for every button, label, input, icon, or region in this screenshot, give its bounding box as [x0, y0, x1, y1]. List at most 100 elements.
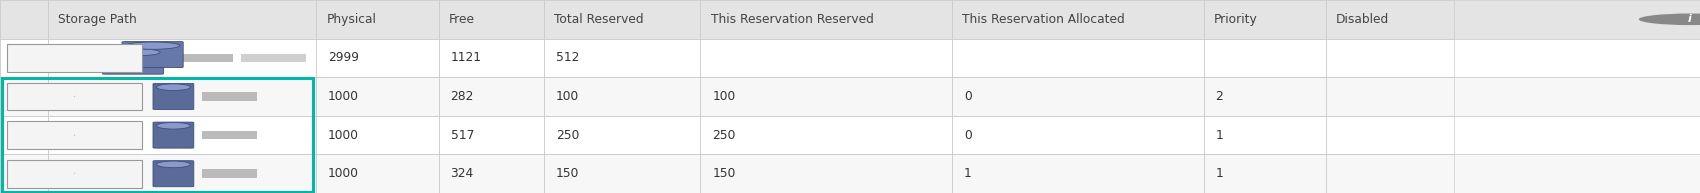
Text: 2: 2: [1216, 90, 1224, 103]
Text: L: L: [122, 168, 128, 177]
Bar: [1204, 154, 1326, 193]
Bar: [0, 77, 48, 116]
Bar: [544, 39, 700, 77]
Bar: [1326, 77, 1454, 116]
Bar: [1326, 39, 1454, 77]
Text: 100: 100: [712, 90, 736, 103]
Text: Physical: Physical: [326, 13, 376, 26]
FancyBboxPatch shape: [153, 83, 194, 110]
Bar: [178, 53, 233, 62]
Bar: [316, 77, 439, 116]
Bar: [241, 53, 306, 62]
Bar: [700, 154, 952, 193]
Bar: [700, 0, 952, 39]
Bar: [544, 154, 700, 193]
Text: Disabled: Disabled: [1336, 13, 1389, 26]
Text: 150: 150: [556, 167, 580, 180]
Text: i: i: [1688, 14, 1692, 24]
Text: ✏: ✏: [20, 130, 29, 140]
Bar: [1204, 39, 1326, 77]
FancyBboxPatch shape: [7, 44, 143, 72]
Text: 0: 0: [964, 90, 972, 103]
Bar: [0, 116, 1700, 154]
Text: 150: 150: [712, 167, 736, 180]
Text: 0: 0: [964, 129, 972, 142]
Bar: [48, 77, 316, 116]
Text: Total Reserved: Total Reserved: [554, 13, 644, 26]
Text: ✏: ✏: [20, 169, 29, 179]
Bar: [316, 39, 439, 77]
Bar: [0, 0, 48, 39]
Text: ✏: ✏: [20, 91, 29, 102]
FancyBboxPatch shape: [153, 161, 194, 187]
Text: 512: 512: [556, 51, 580, 64]
Text: 2999: 2999: [328, 51, 359, 64]
Bar: [439, 77, 544, 116]
Bar: [0, 154, 1700, 193]
Text: This Reservation Allocated: This Reservation Allocated: [962, 13, 1125, 26]
Text: 282: 282: [450, 90, 474, 103]
Ellipse shape: [126, 42, 180, 49]
FancyBboxPatch shape: [122, 42, 184, 68]
Bar: [439, 0, 544, 39]
Bar: [48, 0, 316, 39]
Text: ✏: ✏: [20, 53, 29, 63]
Bar: [1326, 0, 1454, 39]
Bar: [439, 154, 544, 193]
FancyBboxPatch shape: [7, 83, 143, 110]
FancyBboxPatch shape: [7, 160, 143, 188]
Text: Priority: Priority: [1214, 13, 1258, 26]
Text: 1: 1: [1216, 129, 1224, 142]
Text: L: L: [122, 91, 128, 100]
Text: 1121: 1121: [450, 51, 481, 64]
Text: Storage Path: Storage Path: [58, 13, 136, 26]
Bar: [700, 116, 952, 154]
Ellipse shape: [156, 161, 190, 168]
Bar: [952, 0, 1204, 39]
Bar: [1204, 77, 1326, 116]
Bar: [544, 116, 700, 154]
Bar: [1204, 116, 1326, 154]
Bar: [202, 131, 257, 139]
Text: Free: Free: [449, 13, 474, 26]
FancyBboxPatch shape: [102, 48, 163, 74]
Text: 1: 1: [964, 167, 972, 180]
Text: This Reservation Reserved: This Reservation Reserved: [711, 13, 874, 26]
Bar: [316, 154, 439, 193]
Bar: [700, 39, 952, 77]
Circle shape: [1639, 14, 1700, 25]
Bar: [544, 0, 700, 39]
Bar: [700, 77, 952, 116]
Bar: [48, 39, 316, 77]
Text: 324: 324: [450, 167, 474, 180]
Text: 1000: 1000: [328, 129, 359, 142]
Bar: [952, 116, 1204, 154]
Bar: [0, 39, 1700, 77]
Bar: [1326, 116, 1454, 154]
Bar: [0, 116, 48, 154]
Text: L: L: [122, 130, 128, 139]
Text: 100: 100: [556, 90, 580, 103]
Bar: [544, 77, 700, 116]
Bar: [1204, 0, 1326, 39]
Bar: [48, 154, 316, 193]
Text: 517: 517: [450, 129, 474, 142]
Bar: [2, 78, 313, 192]
Ellipse shape: [105, 49, 160, 56]
Bar: [0, 154, 48, 193]
Text: 1000: 1000: [328, 90, 359, 103]
Bar: [316, 0, 439, 39]
Bar: [439, 116, 544, 154]
Text: 1: 1: [1216, 167, 1224, 180]
Text: 250: 250: [556, 129, 580, 142]
Bar: [0, 39, 48, 77]
Bar: [316, 116, 439, 154]
Bar: [952, 39, 1204, 77]
Bar: [202, 169, 257, 178]
FancyBboxPatch shape: [7, 121, 143, 149]
Bar: [202, 92, 257, 101]
Ellipse shape: [156, 84, 190, 91]
Text: 250: 250: [712, 129, 736, 142]
Bar: [1326, 154, 1454, 193]
Bar: [0, 0, 1700, 39]
